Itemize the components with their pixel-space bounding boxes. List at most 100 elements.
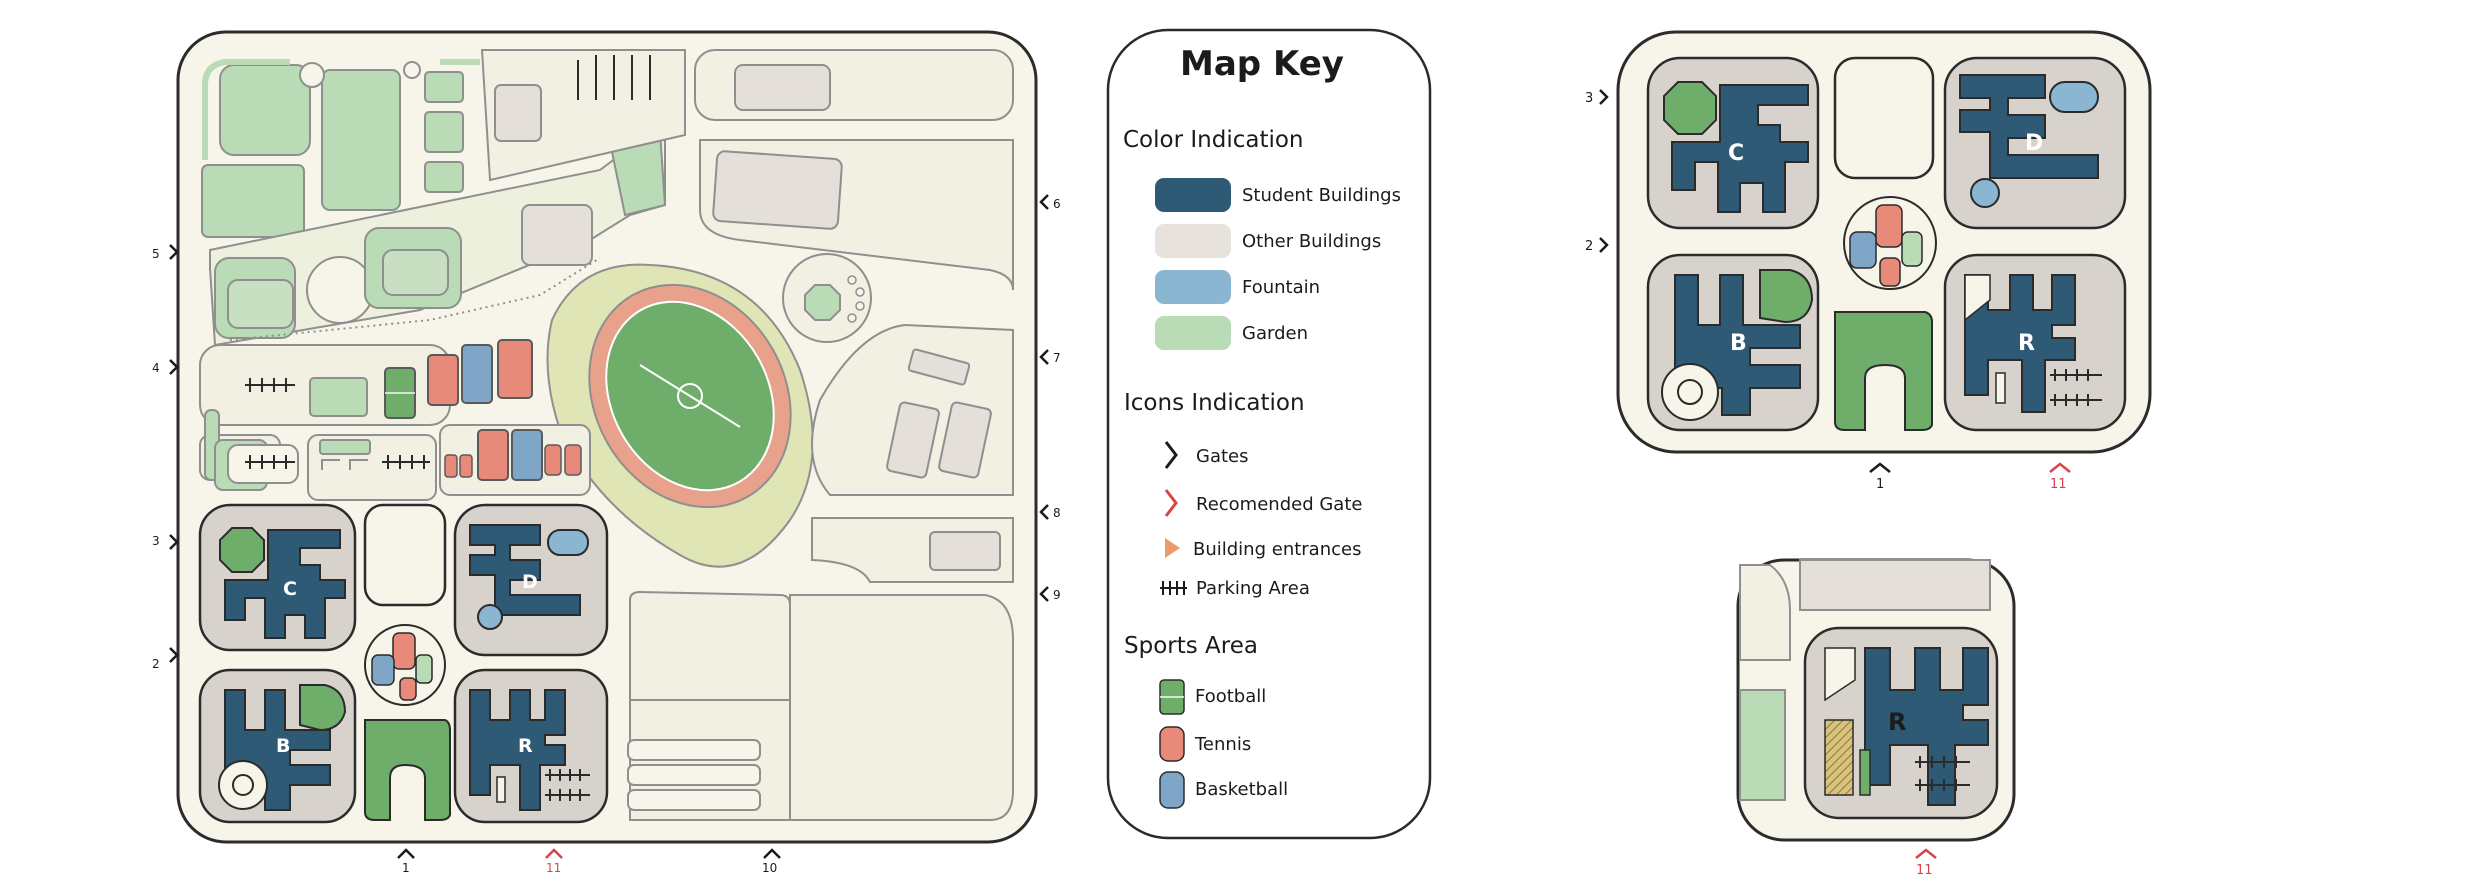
gate-marker[interactable]: 3 (1585, 89, 1609, 106)
garden-plot (424, 71, 464, 103)
tennis-court (399, 677, 417, 701)
building-label: C (283, 578, 297, 600)
gate-marker[interactable]: 1 (397, 848, 415, 875)
tennis-court (444, 454, 458, 478)
svg-text:7: 7 (1053, 351, 1061, 365)
legend-label: Gates (1196, 446, 1249, 467)
other-buildings-swatch (1155, 224, 1231, 258)
legend-label: Football (1195, 686, 1266, 707)
other-building (363, 503, 447, 607)
gate-marker[interactable]: 9 (1039, 586, 1061, 602)
building-label: D (522, 571, 538, 593)
main-map: C D B R (152, 30, 1061, 875)
svg-text:5: 5 (152, 247, 160, 261)
gate-marker[interactable]: 4 (152, 359, 179, 375)
garden-octagon (1663, 81, 1717, 135)
svg-text:11: 11 (2050, 477, 2067, 492)
legend-title: Map Key (1180, 44, 1344, 84)
recommended-gate-marker[interactable]: 11 (1915, 848, 1937, 878)
student-building-d (469, 524, 581, 616)
gate-marker[interactable]: 5 (152, 244, 179, 261)
basketball-court (415, 654, 433, 684)
garden-area (321, 69, 401, 211)
legend-label: Fountain (1242, 277, 1320, 298)
svg-text:2: 2 (152, 657, 160, 671)
roundabout (299, 62, 325, 88)
basketball-court (511, 429, 543, 481)
student-buildings-swatch (1155, 178, 1231, 212)
gate-marker[interactable]: 8 (1039, 504, 1061, 520)
garden-plot (309, 377, 368, 417)
student-building-r (1864, 647, 1989, 806)
building-label: B (1730, 331, 1747, 356)
other-building (734, 64, 831, 111)
svg-text:11: 11 (546, 861, 561, 875)
basketball-court (371, 654, 395, 686)
legend-label: Student Buildings (1242, 185, 1401, 206)
hatched-area (1824, 719, 1854, 796)
main-map-gates: 1 2 3 4 5 6 7 (152, 194, 1061, 875)
road-block (1739, 564, 1791, 661)
parking-area (1915, 756, 1970, 791)
parking-area (245, 378, 295, 392)
building-label: R (518, 735, 533, 757)
fountain (547, 529, 589, 556)
parking-area (545, 769, 590, 801)
building-label: C (1728, 141, 1744, 166)
fountain (1970, 178, 2000, 208)
legend-label: Other Buildings (1242, 231, 1381, 252)
svg-text:9: 9 (1053, 588, 1061, 602)
other-building (907, 348, 971, 386)
svg-text:1: 1 (402, 861, 410, 875)
basketball-court-icon (1159, 771, 1185, 809)
other-building (886, 401, 940, 479)
student-building-r (469, 689, 566, 811)
legend-label: Building entrances (1193, 539, 1361, 560)
sports-heading: Sports Area (1124, 633, 1258, 659)
roundabout (403, 61, 421, 79)
centre-circle (677, 383, 703, 409)
garden-u-block (1834, 311, 1933, 431)
basketball-court (392, 632, 416, 670)
dotted-path (229, 257, 601, 341)
other-building (712, 150, 843, 230)
plaza-seats (847, 275, 865, 323)
student-building-d (1959, 74, 2099, 179)
tennis-court (459, 454, 473, 478)
gate-marker[interactable]: 3 (152, 534, 179, 550)
gate-marker[interactable]: 2 (152, 647, 179, 671)
gate-marker[interactable]: 10 (762, 848, 781, 875)
gate-marker[interactable]: 7 (1039, 349, 1061, 365)
garden-area (201, 164, 305, 238)
student-building-c (1671, 84, 1809, 213)
tennis-court-icon (1159, 726, 1185, 762)
svg-text:1: 1 (1876, 477, 1884, 492)
svg-text:3: 3 (152, 534, 160, 548)
gate-marker[interactable]: 2 (1585, 237, 1609, 254)
other-building (521, 204, 593, 266)
basketball-court (477, 429, 509, 481)
fountain-wheel (1661, 363, 1719, 421)
parking-area (577, 55, 651, 100)
map-key-legend: Map Key Color Indication Student Buildin… (1106, 28, 1432, 840)
tennis-court (497, 339, 533, 399)
gate-marker[interactable]: 1 (1869, 462, 1891, 492)
zoom-map-1: C D B R 3 (1585, 30, 2152, 492)
gate-chevron-icon (1164, 441, 1178, 469)
garden-octagon (219, 527, 265, 573)
building-label: D (2025, 131, 2043, 156)
building-label: R (1888, 708, 1906, 736)
recommended-gate-marker[interactable]: 11 (545, 848, 563, 875)
stadium (546, 263, 814, 568)
basketball-court (1875, 204, 1903, 248)
svg-text:6: 6 (1053, 197, 1061, 211)
svg-text:4: 4 (152, 361, 160, 375)
garden-plot (424, 161, 464, 193)
student-building-r (1964, 274, 2076, 413)
tennis-court (564, 444, 582, 476)
parking-area (245, 455, 295, 469)
other-building (494, 84, 542, 142)
recommended-gate-marker[interactable]: 11 (2049, 462, 2071, 492)
legend-label: Tennis (1194, 734, 1251, 755)
gate-marker[interactable]: 6 (1039, 194, 1061, 211)
